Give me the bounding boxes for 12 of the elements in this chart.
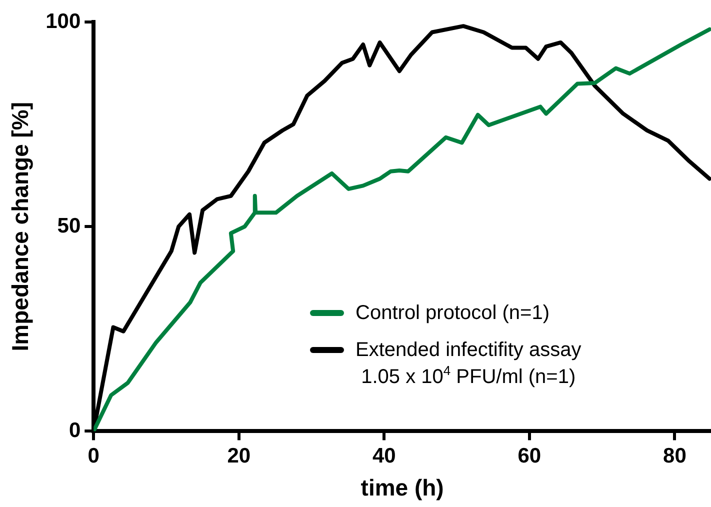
legend-label: Extended infectifity assay 1.05 x 10$^{4}$ PFU/ml (n=1) <box>356 338 582 390</box>
y-axis-title: Impedance change [%] <box>7 102 34 352</box>
x-axis-title: time (h) <box>360 474 444 501</box>
x-tick-label: 20 <box>227 444 251 468</box>
x-tick-label: 40 <box>372 444 396 468</box>
y-tick-label: 50 <box>57 214 81 238</box>
x-tick-label: 80 <box>663 444 686 468</box>
y-tick-label: 0 <box>68 418 81 442</box>
legend-label: Control protocol (n=1) <box>356 301 550 326</box>
x-tick-label: 0 <box>88 444 100 468</box>
y-tick-label: 100 <box>46 10 81 33</box>
x-tick-label: 60 <box>518 444 542 468</box>
